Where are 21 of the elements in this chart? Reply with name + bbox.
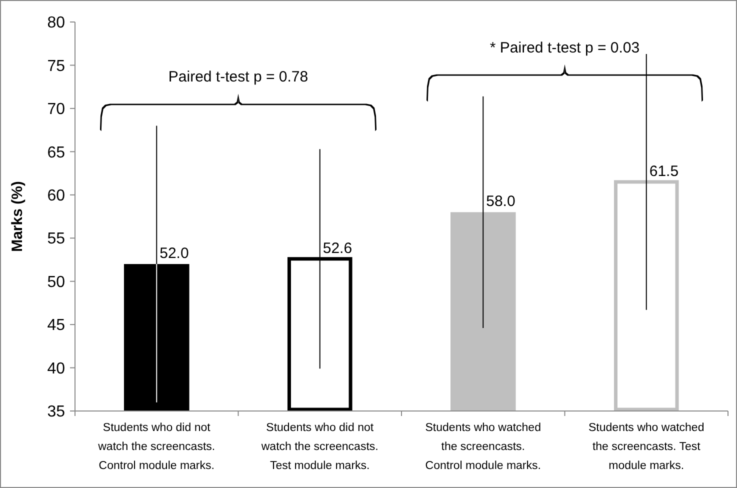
annotation: * Paired t-test p = 0.03 <box>490 39 640 56</box>
y-tick-label: 65 <box>47 144 66 162</box>
annotation: Paired t-test p = 0.78 <box>168 68 308 86</box>
data-label: 58.0 <box>486 193 516 210</box>
x-tick-label: Students who did not watch the screencasts. Control module marks. <box>97 422 216 472</box>
x-tick-label: Students who watched the screencasts. Control module marks. <box>425 422 541 472</box>
y-axis-title: Marks (%) <box>9 181 26 252</box>
data-label: 61.5 <box>649 162 679 180</box>
y-tick-label: 75 <box>47 58 66 75</box>
y-tick-label: 70 <box>47 101 66 118</box>
y-tick-label: 60 <box>47 187 66 204</box>
y-tick-label: 40 <box>47 360 66 378</box>
y-tick-label: 80 <box>47 14 66 32</box>
y-tick-label: 35 <box>47 404 66 421</box>
y-tick-label: 50 <box>47 274 66 291</box>
x-tick-label: Students who did not watch the screencasts. Test module marks. <box>260 422 378 472</box>
x-tick-label: Students who watched the screencasts. Test module marks. <box>588 422 704 472</box>
y-tick-label: 55 <box>47 230 66 248</box>
data-label: 52.6 <box>322 240 352 257</box>
data-label: 52.0 <box>160 245 189 262</box>
y-tick-label: 45 <box>47 317 66 334</box>
